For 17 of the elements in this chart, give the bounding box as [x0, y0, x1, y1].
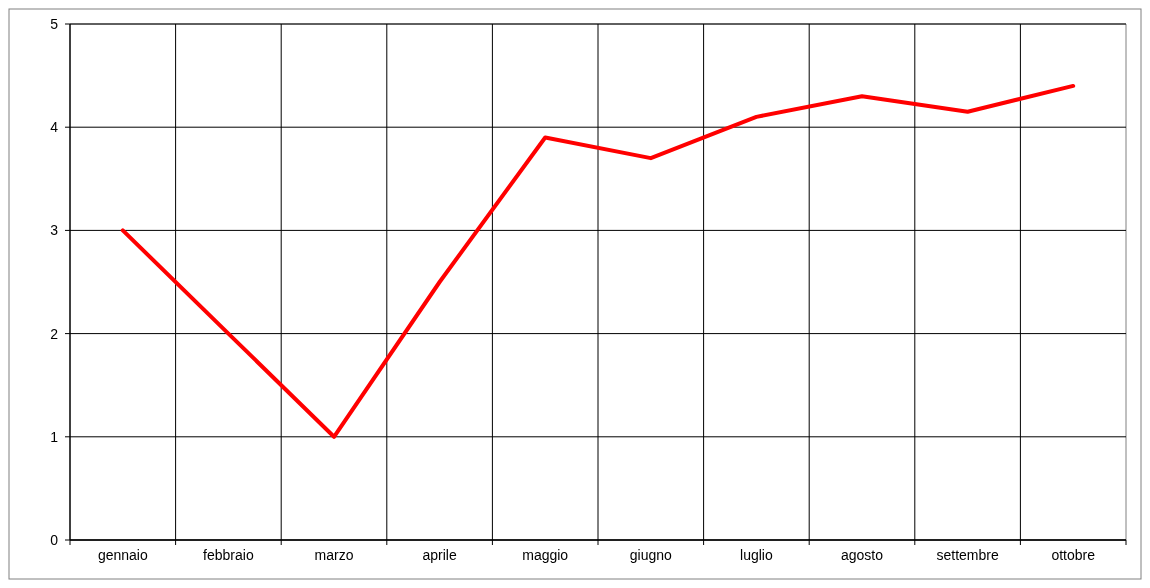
line-series: [120, 83, 1076, 439]
x-tick-label: agosto: [840, 547, 884, 563]
x-tick-label: giugno: [629, 547, 673, 563]
x-tick-label: ottobre: [1051, 547, 1096, 563]
y-tick-label: 2: [50, 325, 59, 342]
x-tick-label: luglio: [740, 547, 773, 563]
y-tick-label: 1: [50, 428, 59, 445]
y-tick-label: 0: [50, 531, 59, 548]
y-tick-label: 3: [50, 222, 59, 239]
x-tick-label: aprile: [422, 547, 457, 563]
y-tick-label: 5: [50, 15, 59, 32]
x-tick-label: settembre: [936, 547, 999, 563]
x-tick-label: maggio: [522, 547, 569, 563]
y-tick-label: 4: [50, 119, 59, 136]
x-tick-label: febbraio: [203, 547, 254, 563]
x-tick-label: marzo: [314, 547, 354, 563]
x-tick-label: gennaio: [97, 547, 148, 563]
